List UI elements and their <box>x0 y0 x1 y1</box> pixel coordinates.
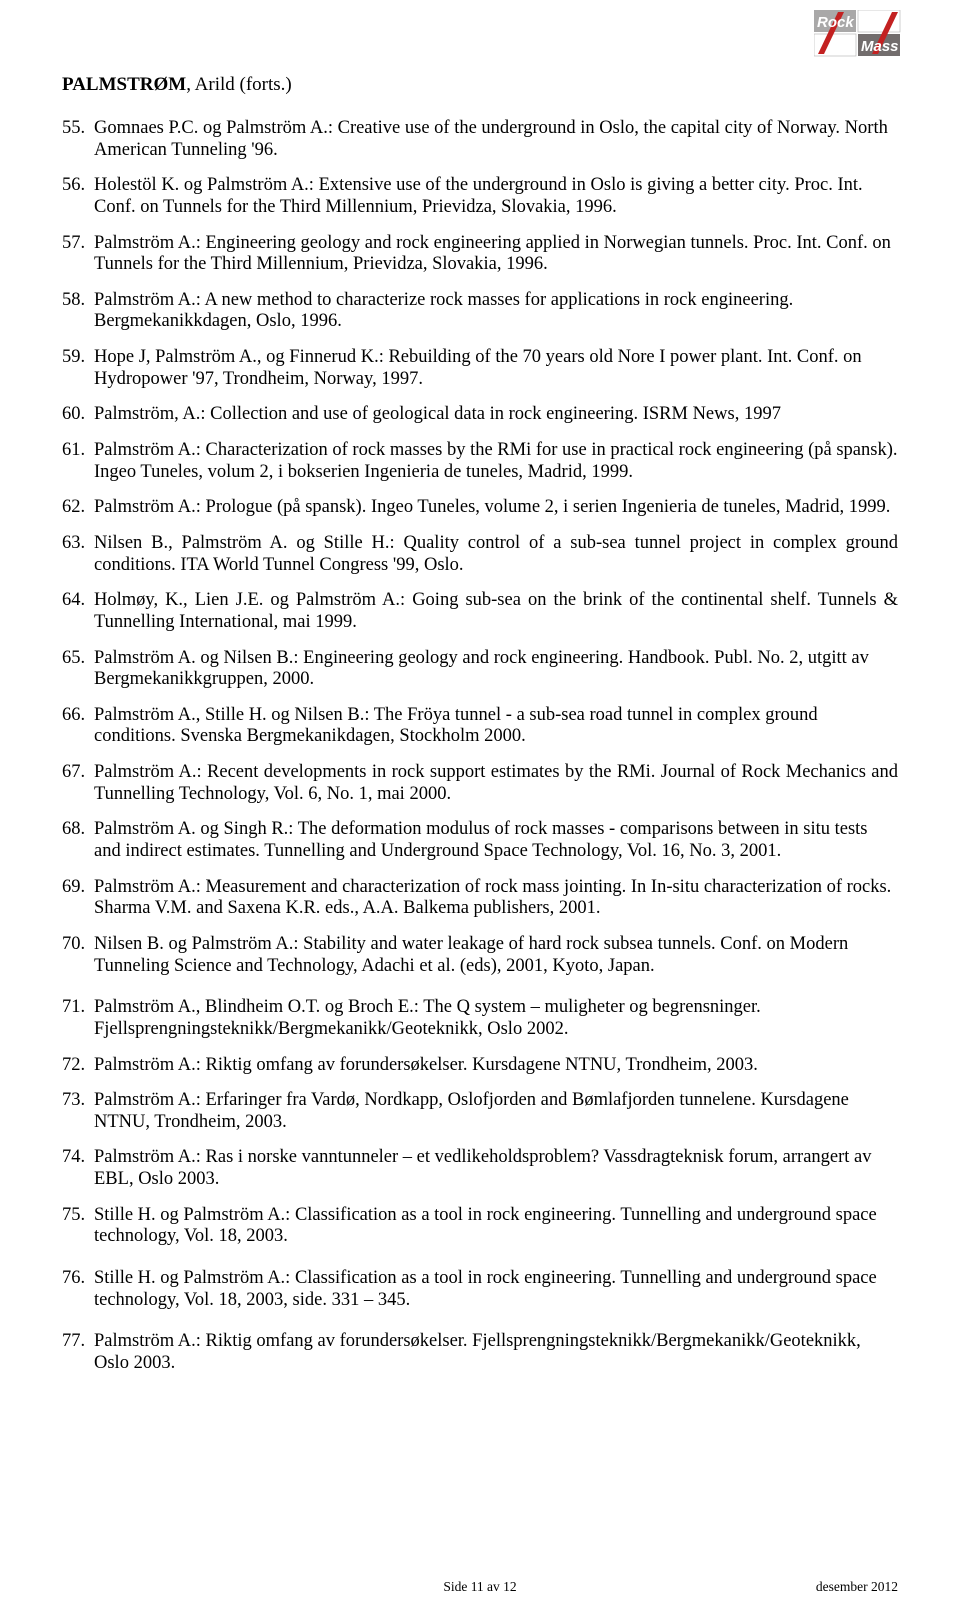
reference-number: 69. <box>62 877 94 920</box>
reference-number: 65. <box>62 648 94 691</box>
reference-item: 76.Stille H. og Palmström A.: Classifica… <box>62 1268 898 1311</box>
reference-text: Stille H. og Palmström A.: Classificatio… <box>94 1205 898 1248</box>
reference-number: 74. <box>62 1147 94 1190</box>
reference-item: 57.Palmström A.: Engineering geology and… <box>62 233 898 276</box>
reference-number: 76. <box>62 1268 94 1311</box>
reference-item: 75.Stille H. og Palmström A.: Classifica… <box>62 1205 898 1248</box>
reference-item: 60.Palmström, A.: Collection and use of … <box>62 404 898 426</box>
reference-item: 58.Palmström A.: A new method to charact… <box>62 290 898 333</box>
heading-rest: , Arild (forts.) <box>186 74 292 95</box>
reference-item: 65.Palmström A. og Nilsen B.: Engineerin… <box>62 648 898 691</box>
reference-number: 67. <box>62 762 94 805</box>
reference-text: Palmström, A.: Collection and use of geo… <box>94 404 898 426</box>
reference-item: 66.Palmström A., Stille H. og Nilsen B.:… <box>62 705 898 748</box>
reference-item: 59.Hope J, Palmström A., og Finnerud K.:… <box>62 347 898 390</box>
reference-text: Holestöl K. og Palmström A.: Extensive u… <box>94 175 898 218</box>
reference-text: Nilsen B., Palmström A. og Stille H.: Qu… <box>94 533 898 576</box>
reference-number: 71. <box>62 997 94 1040</box>
reference-text: Holmøy, K., Lien J.E. og Palmström A.: G… <box>94 590 898 633</box>
reference-text: Palmström A.: Erfaringer fra Vardø, Nord… <box>94 1090 898 1133</box>
reference-number: 75. <box>62 1205 94 1248</box>
reference-number: 60. <box>62 404 94 426</box>
reference-item: 73.Palmström A.: Erfaringer fra Vardø, N… <box>62 1090 898 1133</box>
reference-number: 56. <box>62 175 94 218</box>
reference-text: Palmström A. og Singh R.: The deformatio… <box>94 819 898 862</box>
reference-item: 72.Palmström A.: Riktig omfang av forund… <box>62 1055 898 1077</box>
reference-text: Palmström A.: Ras i norske vanntunneler … <box>94 1147 898 1190</box>
reference-item: 74.Palmström A.: Ras i norske vanntunnel… <box>62 1147 898 1190</box>
reference-number: 70. <box>62 934 94 977</box>
reference-number: 57. <box>62 233 94 276</box>
reference-item: 63.Nilsen B., Palmström A. og Stille H.:… <box>62 533 898 576</box>
reference-text: Palmström A.: Characterization of rock m… <box>94 440 898 483</box>
heading-surname: PALMSTRØM <box>62 74 186 95</box>
reference-text: Gomnaes P.C. og Palmström A.: Creative u… <box>94 118 898 161</box>
reference-item: 64.Holmøy, K., Lien J.E. og Palmström A.… <box>62 590 898 633</box>
reference-text: Nilsen B. og Palmström A.: Stability and… <box>94 934 898 977</box>
reference-number: 61. <box>62 440 94 483</box>
reference-text: Palmström A.: Prologue (på spansk). Inge… <box>94 497 898 519</box>
reference-number: 55. <box>62 118 94 161</box>
reference-text: Palmström A.: Measurement and characteri… <box>94 877 898 920</box>
reference-item: 68.Palmström A. og Singh R.: The deforma… <box>62 819 898 862</box>
page-heading: PALMSTRØM, Arild (forts.) <box>62 74 898 96</box>
reference-text: Palmström A.: Riktig omfang av forunders… <box>94 1331 898 1374</box>
reference-number: 73. <box>62 1090 94 1133</box>
reference-text: Palmström A.: A new method to characteri… <box>94 290 898 333</box>
footer-page-number: Side 11 av 12 <box>0 1579 960 1595</box>
reference-list: 55.Gomnaes P.C. og Palmström A.: Creativ… <box>62 118 898 1375</box>
reference-item: 70.Nilsen B. og Palmström A.: Stability … <box>62 934 898 977</box>
logo-text-rock: Rock <box>817 14 854 31</box>
reference-text: Hope J, Palmström A., og Finnerud K.: Re… <box>94 347 898 390</box>
reference-item: 56.Holestöl K. og Palmström A.: Extensiv… <box>62 175 898 218</box>
reference-text: Palmström A.: Riktig omfang av forunders… <box>94 1055 898 1077</box>
reference-number: 77. <box>62 1331 94 1374</box>
reference-text: Palmström A., Stille H. og Nilsen B.: Th… <box>94 705 898 748</box>
reference-text: Palmström A.: Engineering geology and ro… <box>94 233 898 276</box>
reference-number: 64. <box>62 590 94 633</box>
reference-number: 63. <box>62 533 94 576</box>
reference-item: 61.Palmström A.: Characterization of roc… <box>62 440 898 483</box>
reference-number: 58. <box>62 290 94 333</box>
reference-item: 67.Palmström A.: Recent developments in … <box>62 762 898 805</box>
reference-text: Palmström A., Blindheim O.T. og Broch E.… <box>94 997 898 1040</box>
reference-number: 59. <box>62 347 94 390</box>
reference-item: 62.Palmström A.: Prologue (på spansk). I… <box>62 497 898 519</box>
reference-text: Palmström A. og Nilsen B.: Engineering g… <box>94 648 898 691</box>
reference-text: Palmström A.: Recent developments in roc… <box>94 762 898 805</box>
reference-number: 68. <box>62 819 94 862</box>
reference-text: Stille H. og Palmström A.: Classificatio… <box>94 1268 898 1311</box>
reference-item: 69.Palmström A.: Measurement and charact… <box>62 877 898 920</box>
page-footer: Side 11 av 12 desember 2012 <box>0 1579 960 1595</box>
reference-item: 71.Palmström A., Blindheim O.T. og Broch… <box>62 997 898 1040</box>
logo-text-mass: Mass <box>861 38 899 55</box>
reference-item: 55.Gomnaes P.C. og Palmström A.: Creativ… <box>62 118 898 161</box>
reference-number: 62. <box>62 497 94 519</box>
reference-number: 66. <box>62 705 94 748</box>
rockmass-logo: Rock Mass <box>814 10 902 64</box>
reference-number: 72. <box>62 1055 94 1077</box>
reference-item: 77.Palmström A.: Riktig omfang av forund… <box>62 1331 898 1374</box>
